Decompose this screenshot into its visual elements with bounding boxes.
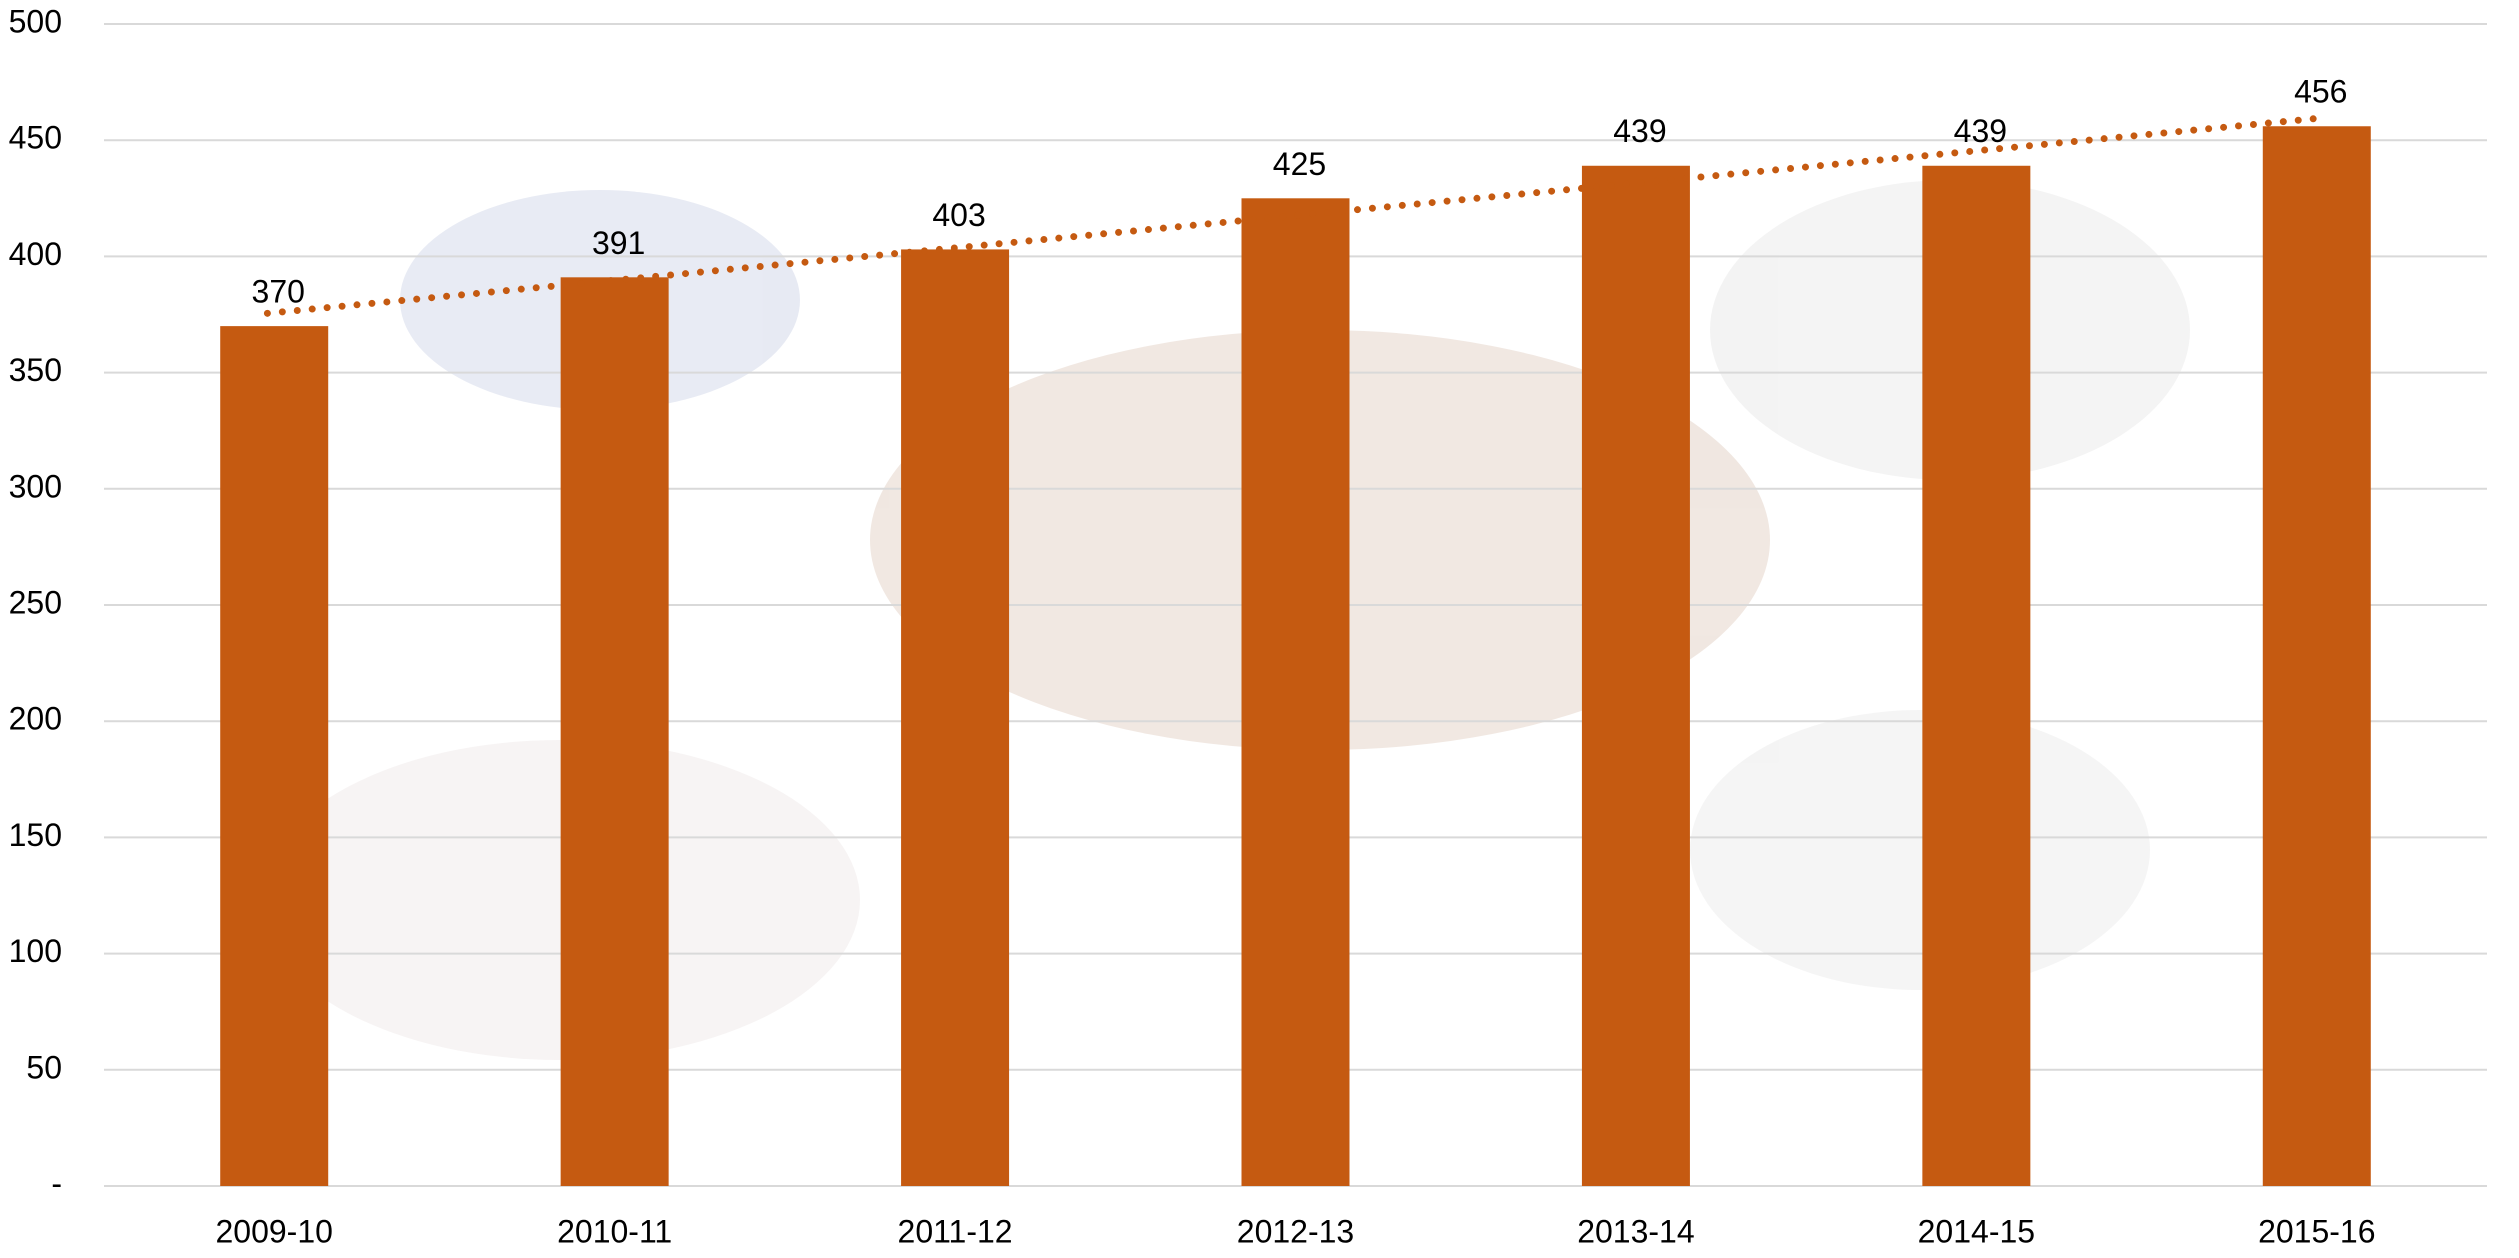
y-tick-label: 50 (26, 1049, 62, 1085)
data-label: 439 (1954, 113, 2007, 149)
bar (1581, 165, 1690, 1186)
bar (560, 277, 669, 1186)
data-label: 425 (1273, 146, 1326, 182)
x-tick-label: 2015-16 (2258, 1213, 2375, 1249)
y-tick-label: - (51, 1165, 62, 1201)
x-tick-label: 2014-15 (1918, 1213, 2035, 1249)
data-label: 370 (252, 274, 305, 310)
bar (220, 326, 329, 1186)
data-label: 439 (1613, 113, 1666, 149)
bar (1922, 165, 2031, 1186)
y-tick-label: 350 (9, 352, 62, 388)
x-tick-label: 2012-13 (1237, 1213, 1354, 1249)
data-label: 391 (592, 225, 645, 261)
x-tick-label: 2010-11 (557, 1213, 672, 1249)
x-tick-label: 2009-10 (215, 1213, 332, 1249)
y-tick-label: 400 (9, 236, 62, 272)
background-decoration (260, 180, 2190, 1060)
y-tick-label: 100 (9, 933, 62, 969)
data-label: 403 (932, 197, 985, 233)
y-tick-label: 500 (9, 3, 62, 39)
y-tick-label: 250 (9, 584, 62, 620)
bar (901, 249, 1010, 1187)
bar (1241, 198, 1350, 1187)
y-tick-label: 450 (9, 120, 62, 156)
bar (2262, 126, 2371, 1187)
trendline (263, 114, 2328, 317)
x-tick-label: 2013-14 (1577, 1213, 1694, 1249)
x-tick-label: 2011-12 (898, 1213, 1013, 1249)
y-tick-label: 150 (9, 817, 62, 853)
data-label: 456 (2294, 74, 2347, 110)
y-tick-label: 200 (9, 701, 62, 737)
y-tick-label: 300 (9, 468, 62, 504)
